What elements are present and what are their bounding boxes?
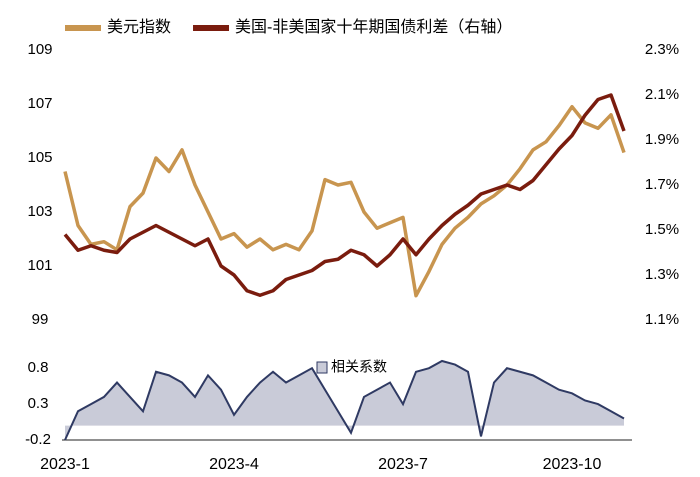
y-tick-label: -0.2	[25, 431, 51, 448]
y-tick-label: 103	[27, 203, 52, 220]
area-fill	[65, 361, 624, 440]
y2-tick-label: 1.5%	[645, 221, 679, 238]
y2-tick-label: 1.1%	[645, 311, 679, 328]
line-series	[63, 93, 626, 297]
y-tick-label: 0.8	[28, 359, 49, 376]
y-tick-label: 101	[27, 257, 52, 274]
y2-tick-label: 1.7%	[645, 176, 679, 193]
line-series	[63, 104, 626, 298]
y2-tick-label: 1.3%	[645, 266, 679, 283]
y-tick-label: 107	[27, 95, 52, 112]
legend-swatch	[316, 361, 328, 374]
legend-label: 美元指数	[107, 18, 171, 36]
y-tick-label: 105	[27, 149, 52, 166]
y2-tick-label: 1.9%	[645, 131, 679, 148]
x-tick-label: 2023-1	[40, 456, 90, 473]
x-tick-label: 2023-10	[543, 456, 602, 473]
y-tick-label: 0.3	[28, 395, 49, 412]
legend-label: 相关系数	[331, 359, 387, 375]
x-tick-label: 2023-7	[378, 456, 428, 473]
y-tick-label: 109	[27, 41, 52, 58]
y2-tick-label: 2.3%	[645, 41, 679, 58]
y-tick-label: 99	[32, 311, 49, 328]
area-line	[64, 359, 625, 441]
y2-tick-label: 2.1%	[645, 86, 679, 103]
legend-label: 美国-非美国家十年期国债利差（右轴）	[235, 18, 512, 36]
x-tick-label: 2023-4	[209, 456, 259, 473]
